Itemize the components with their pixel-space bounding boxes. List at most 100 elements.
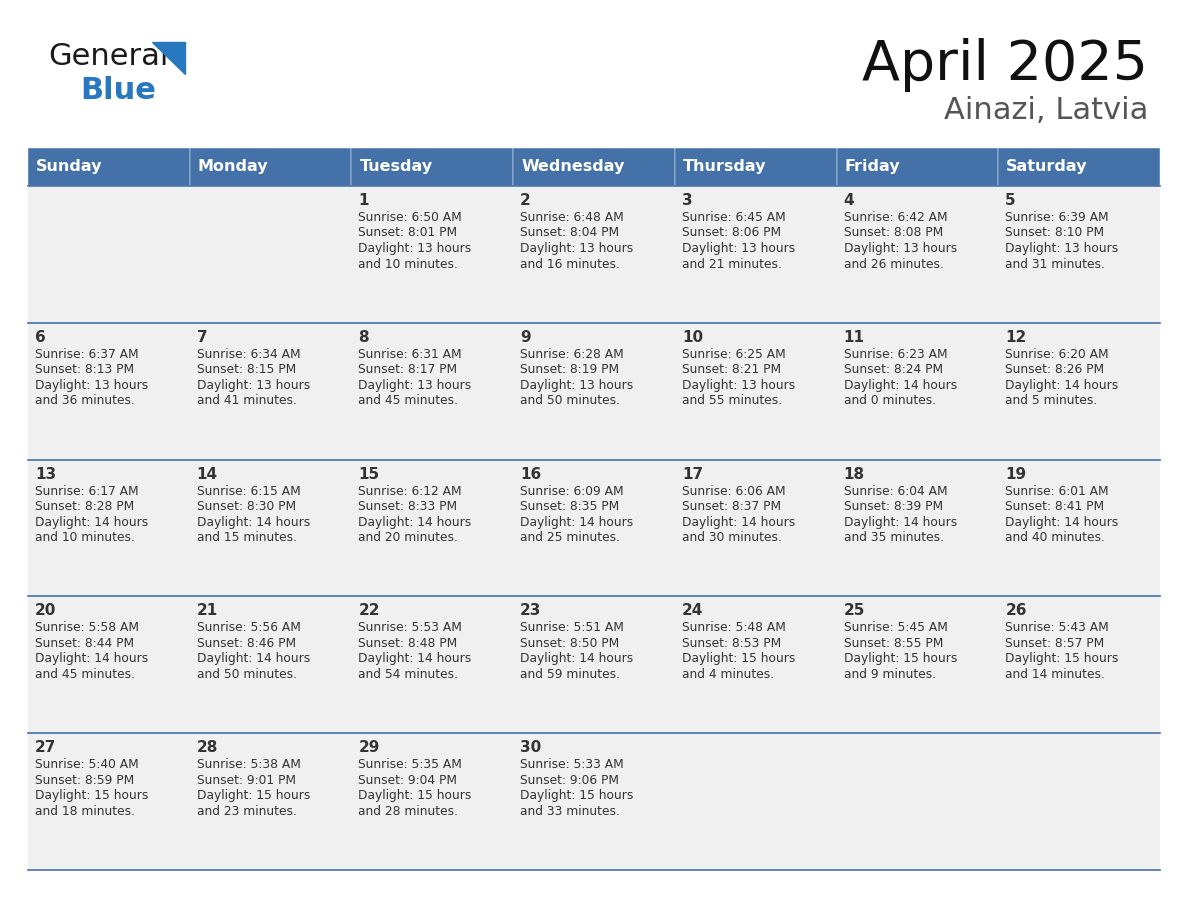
Text: Sunrise: 5:58 AM: Sunrise: 5:58 AM bbox=[34, 621, 139, 634]
Text: Sunrise: 6:48 AM: Sunrise: 6:48 AM bbox=[520, 211, 624, 224]
Text: Daylight: 14 hours: Daylight: 14 hours bbox=[520, 653, 633, 666]
Text: Daylight: 13 hours: Daylight: 13 hours bbox=[520, 379, 633, 392]
Text: Sunset: 8:21 PM: Sunset: 8:21 PM bbox=[682, 364, 781, 376]
Text: Sunset: 8:17 PM: Sunset: 8:17 PM bbox=[359, 364, 457, 376]
Text: 3: 3 bbox=[682, 193, 693, 208]
Text: Ainazi, Latvia: Ainazi, Latvia bbox=[943, 96, 1148, 125]
Text: 1: 1 bbox=[359, 193, 369, 208]
Bar bbox=[352, 148, 513, 186]
Text: Sunset: 8:30 PM: Sunset: 8:30 PM bbox=[197, 500, 296, 513]
Text: and 33 minutes.: and 33 minutes. bbox=[520, 805, 620, 818]
Text: Sunrise: 6:20 AM: Sunrise: 6:20 AM bbox=[1005, 348, 1108, 361]
Text: Wednesday: Wednesday bbox=[522, 160, 625, 174]
Text: 12: 12 bbox=[1005, 330, 1026, 345]
Text: and 23 minutes.: and 23 minutes. bbox=[197, 805, 297, 818]
Text: Sunrise: 6:15 AM: Sunrise: 6:15 AM bbox=[197, 485, 301, 498]
Text: Daylight: 13 hours: Daylight: 13 hours bbox=[682, 242, 795, 255]
Text: 9: 9 bbox=[520, 330, 531, 345]
Text: Sunrise: 5:56 AM: Sunrise: 5:56 AM bbox=[197, 621, 301, 634]
Text: Sunset: 8:10 PM: Sunset: 8:10 PM bbox=[1005, 227, 1105, 240]
Text: Daylight: 13 hours: Daylight: 13 hours bbox=[359, 379, 472, 392]
Bar bbox=[513, 148, 675, 186]
Text: 2: 2 bbox=[520, 193, 531, 208]
Text: 18: 18 bbox=[843, 466, 865, 482]
Text: Sunrise: 6:28 AM: Sunrise: 6:28 AM bbox=[520, 348, 624, 361]
Text: Daylight: 15 hours: Daylight: 15 hours bbox=[682, 653, 795, 666]
Text: Sunset: 8:01 PM: Sunset: 8:01 PM bbox=[359, 227, 457, 240]
Text: and 41 minutes.: and 41 minutes. bbox=[197, 395, 297, 408]
Text: April 2025: April 2025 bbox=[862, 38, 1148, 92]
Text: and 10 minutes.: and 10 minutes. bbox=[359, 258, 459, 271]
Bar bbox=[29, 597, 1159, 733]
Polygon shape bbox=[152, 42, 185, 74]
Text: Friday: Friday bbox=[845, 160, 901, 174]
Text: 6: 6 bbox=[34, 330, 46, 345]
Text: and 25 minutes.: and 25 minutes. bbox=[520, 532, 620, 544]
Text: Sunrise: 5:53 AM: Sunrise: 5:53 AM bbox=[359, 621, 462, 634]
Text: Sunrise: 6:12 AM: Sunrise: 6:12 AM bbox=[359, 485, 462, 498]
Text: Thursday: Thursday bbox=[683, 160, 766, 174]
Text: Sunrise: 6:17 AM: Sunrise: 6:17 AM bbox=[34, 485, 139, 498]
Text: 7: 7 bbox=[197, 330, 208, 345]
Text: Sunrise: 6:42 AM: Sunrise: 6:42 AM bbox=[843, 211, 947, 224]
Text: Sunrise: 6:50 AM: Sunrise: 6:50 AM bbox=[359, 211, 462, 224]
Text: Sunrise: 6:23 AM: Sunrise: 6:23 AM bbox=[843, 348, 947, 361]
Text: Sunrise: 5:45 AM: Sunrise: 5:45 AM bbox=[843, 621, 948, 634]
Text: Daylight: 14 hours: Daylight: 14 hours bbox=[197, 653, 310, 666]
Text: 5: 5 bbox=[1005, 193, 1016, 208]
Text: Daylight: 15 hours: Daylight: 15 hours bbox=[34, 789, 148, 802]
Text: Daylight: 14 hours: Daylight: 14 hours bbox=[359, 516, 472, 529]
Text: Sunrise: 5:35 AM: Sunrise: 5:35 AM bbox=[359, 758, 462, 771]
Text: Sunset: 8:48 PM: Sunset: 8:48 PM bbox=[359, 637, 457, 650]
Text: Sunset: 8:28 PM: Sunset: 8:28 PM bbox=[34, 500, 134, 513]
Text: Daylight: 15 hours: Daylight: 15 hours bbox=[359, 789, 472, 802]
Text: and 30 minutes.: and 30 minutes. bbox=[682, 532, 782, 544]
Text: and 21 minutes.: and 21 minutes. bbox=[682, 258, 782, 271]
Text: Sunset: 9:01 PM: Sunset: 9:01 PM bbox=[197, 774, 296, 787]
Text: Daylight: 13 hours: Daylight: 13 hours bbox=[359, 242, 472, 255]
Text: Blue: Blue bbox=[80, 76, 156, 105]
Text: Daylight: 14 hours: Daylight: 14 hours bbox=[34, 653, 148, 666]
Text: and 18 minutes.: and 18 minutes. bbox=[34, 805, 135, 818]
Text: Daylight: 14 hours: Daylight: 14 hours bbox=[843, 516, 956, 529]
Text: Sunrise: 6:37 AM: Sunrise: 6:37 AM bbox=[34, 348, 139, 361]
Text: and 5 minutes.: and 5 minutes. bbox=[1005, 395, 1098, 408]
Text: and 0 minutes.: and 0 minutes. bbox=[843, 395, 936, 408]
Text: Sunrise: 5:43 AM: Sunrise: 5:43 AM bbox=[1005, 621, 1110, 634]
Text: Sunset: 8:57 PM: Sunset: 8:57 PM bbox=[1005, 637, 1105, 650]
Text: and 54 minutes.: and 54 minutes. bbox=[359, 668, 459, 681]
Text: 10: 10 bbox=[682, 330, 703, 345]
Text: Sunset: 8:46 PM: Sunset: 8:46 PM bbox=[197, 637, 296, 650]
Bar bbox=[998, 148, 1159, 186]
Bar bbox=[29, 460, 1159, 597]
Bar bbox=[29, 323, 1159, 460]
Text: Sunrise: 6:09 AM: Sunrise: 6:09 AM bbox=[520, 485, 624, 498]
Text: and 40 minutes.: and 40 minutes. bbox=[1005, 532, 1105, 544]
Text: Daylight: 13 hours: Daylight: 13 hours bbox=[1005, 242, 1119, 255]
Text: and 45 minutes.: and 45 minutes. bbox=[359, 395, 459, 408]
Text: Sunrise: 5:33 AM: Sunrise: 5:33 AM bbox=[520, 758, 624, 771]
Text: Daylight: 13 hours: Daylight: 13 hours bbox=[682, 379, 795, 392]
Text: Daylight: 15 hours: Daylight: 15 hours bbox=[197, 789, 310, 802]
Text: 26: 26 bbox=[1005, 603, 1026, 619]
Text: Sunrise: 6:06 AM: Sunrise: 6:06 AM bbox=[682, 485, 785, 498]
Text: Sunset: 8:59 PM: Sunset: 8:59 PM bbox=[34, 774, 134, 787]
Text: Sunset: 8:24 PM: Sunset: 8:24 PM bbox=[843, 364, 943, 376]
Bar bbox=[29, 186, 1159, 323]
Text: Sunset: 8:39 PM: Sunset: 8:39 PM bbox=[843, 500, 943, 513]
Text: Sunrise: 6:34 AM: Sunrise: 6:34 AM bbox=[197, 348, 301, 361]
Bar bbox=[29, 148, 190, 186]
Text: Sunset: 8:33 PM: Sunset: 8:33 PM bbox=[359, 500, 457, 513]
Text: and 36 minutes.: and 36 minutes. bbox=[34, 395, 135, 408]
Text: and 59 minutes.: and 59 minutes. bbox=[520, 668, 620, 681]
Text: 25: 25 bbox=[843, 603, 865, 619]
Text: and 55 minutes.: and 55 minutes. bbox=[682, 395, 782, 408]
Text: and 45 minutes.: and 45 minutes. bbox=[34, 668, 135, 681]
Text: 15: 15 bbox=[359, 466, 379, 482]
Text: 4: 4 bbox=[843, 193, 854, 208]
Text: and 26 minutes.: and 26 minutes. bbox=[843, 258, 943, 271]
Text: Sunrise: 6:01 AM: Sunrise: 6:01 AM bbox=[1005, 485, 1108, 498]
Text: Daylight: 15 hours: Daylight: 15 hours bbox=[1005, 653, 1119, 666]
Text: Sunrise: 6:04 AM: Sunrise: 6:04 AM bbox=[843, 485, 947, 498]
Text: General: General bbox=[48, 42, 169, 71]
